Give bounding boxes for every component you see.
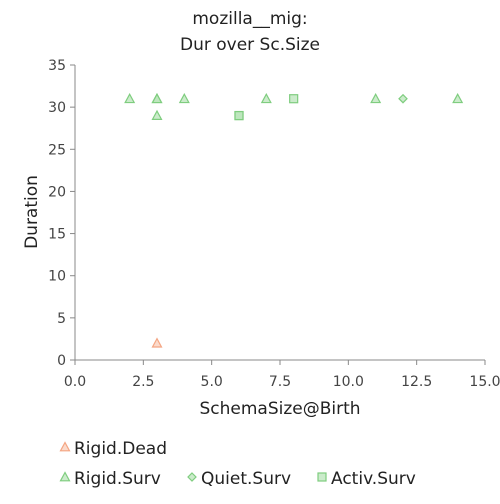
legend: Rigid.Dead Rigid.Surv Quiet.Surv Activ.Surv [59,439,416,489]
x-tick-label: 7.5 [269,374,291,390]
data-point-rigid-surv [452,92,464,104]
x-tick-label: 10.0 [333,374,364,390]
chart-title-line1: mozilla__mig: [192,9,307,29]
y-tick-label: 5 [57,311,66,327]
x-tick-label: 0.0 [64,374,86,390]
data-point-rigid-dead [151,337,163,348]
data-point-rigid-surv [370,92,382,104]
data-point-rigid-surv [178,92,190,104]
axes: 0.0 2.5 5.0 7.5 10.0 12.5 15.0 0 5 10 15 20 25 30 35 [48,58,500,390]
data-point-rigid-surv [124,92,136,104]
legend-marker-rigid-dead [59,441,71,452]
legend-label-rigid-dead: Rigid.Dead [74,439,167,459]
y-tick-label: 25 [48,142,66,158]
y-tick-label: 35 [48,58,66,74]
legend-marker-rigid-surv [59,471,71,482]
legend-label-activ-surv: Activ.Surv [331,469,416,489]
y-axis-label: Duration [22,175,42,249]
data-point-rigid-surv [260,92,272,104]
chart-title-line2: Dur over Sc.Size [180,35,320,55]
x-axis-label: SchemaSize@Birth [199,399,360,419]
x-tick-label: 15.0 [469,374,500,390]
data-point-activ-surv [234,110,244,121]
y-tick-label: 20 [48,184,66,200]
data-point-quiet-surv [398,93,408,104]
x-tick-label: 12.5 [401,374,432,390]
data-points [124,92,464,348]
legend-marker-quiet-surv [187,472,197,482]
y-tick-label: 10 [48,269,66,285]
x-tick-label: 2.5 [132,374,154,390]
y-tick-label: 0 [57,353,66,369]
legend-marker-activ-surv [317,472,327,482]
data-point-rigid-surv [151,92,163,104]
data-point-rigid-surv [151,109,163,120]
y-tick-label: 15 [48,227,66,243]
data-point-activ-surv [289,94,299,104]
legend-label-rigid-surv: Rigid.Surv [74,469,161,489]
y-tick-label: 30 [48,100,66,116]
x-tick-label: 5.0 [201,374,223,390]
legend-label-quiet-surv: Quiet.Surv [201,469,291,489]
